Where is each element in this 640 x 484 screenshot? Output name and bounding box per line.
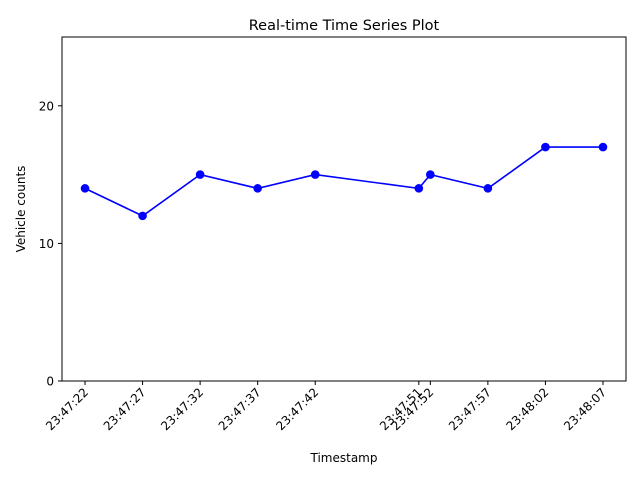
x-tick-label: 23:48:02 [504, 385, 552, 433]
y-tick-label: 10 [39, 237, 54, 251]
x-tick-label: 23:47:27 [101, 385, 149, 433]
data-marks [80, 142, 608, 221]
x-tick-label: 23:47:37 [216, 385, 264, 433]
data-point [310, 170, 320, 179]
x-axis-label: Timestamp [310, 451, 378, 465]
x-tick-label: 23:47:42 [273, 385, 321, 433]
x-tick-label: 23:48:07 [561, 385, 609, 433]
data-point [195, 170, 205, 179]
data-point [598, 142, 608, 152]
y-tick-label: 20 [39, 99, 54, 113]
x-tick-label: 23:47:22 [43, 385, 91, 433]
y-tick-label: 0 [46, 375, 54, 389]
data-point [138, 211, 147, 221]
data-point [80, 184, 90, 193]
plot-frame [61, 36, 627, 382]
data-point [414, 184, 424, 193]
chart-title: Real-time Time Series Plot [249, 18, 440, 34]
data-point [426, 170, 435, 179]
data-point [253, 184, 262, 193]
data-point [483, 184, 493, 193]
series-line [84, 146, 603, 217]
x-tick-label: 23:47:32 [158, 385, 206, 433]
data-point [541, 142, 550, 152]
y-axis-label: Vehicle counts [14, 166, 28, 253]
x-tick-label: 23:47:57 [446, 385, 494, 433]
